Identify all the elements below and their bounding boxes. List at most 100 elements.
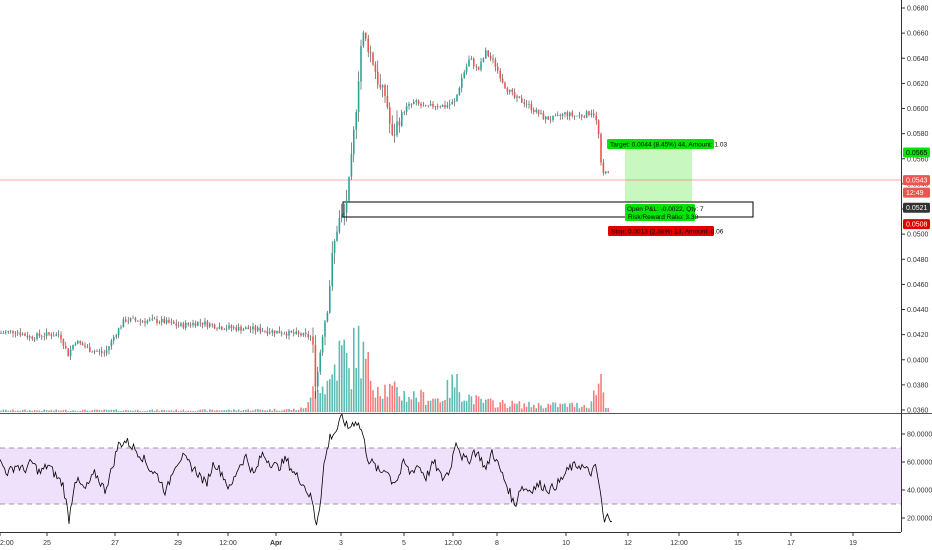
volume-bar bbox=[504, 403, 506, 412]
volume-bar bbox=[221, 410, 223, 412]
volume-bar bbox=[245, 409, 247, 412]
volume-bar bbox=[588, 408, 590, 412]
stop-label-text: Stop: 0.0013 (2.58%) 13, Amount: 0.06 bbox=[611, 229, 724, 236]
volume-bar bbox=[62, 409, 65, 412]
candle-body bbox=[437, 106, 439, 107]
volume-bar bbox=[93, 409, 96, 412]
candle-body bbox=[509, 89, 511, 92]
target-zone[interactable] bbox=[625, 149, 692, 202]
volume-bar bbox=[218, 410, 221, 412]
price-tick-label: 0.0580 bbox=[907, 131, 929, 138]
volume-bar bbox=[441, 401, 444, 412]
candle-body bbox=[501, 78, 504, 83]
volume-bar bbox=[449, 397, 451, 412]
price-tag-bg bbox=[903, 175, 930, 186]
candle-body bbox=[326, 312, 329, 322]
entry-box[interactable] bbox=[342, 201, 754, 218]
candle-body bbox=[465, 66, 468, 73]
candle-body bbox=[372, 53, 374, 65]
candle-body bbox=[499, 70, 501, 79]
candle-body bbox=[415, 100, 417, 102]
volume-bar bbox=[86, 410, 89, 412]
time-tick-label: 12:00 bbox=[444, 540, 462, 547]
volume-bar bbox=[367, 352, 369, 412]
volume-bar bbox=[233, 409, 235, 412]
volume-bar bbox=[391, 385, 393, 412]
candle-body bbox=[350, 154, 353, 177]
candle-body bbox=[74, 343, 77, 345]
volume-bar bbox=[17, 410, 19, 412]
volume-bar bbox=[101, 410, 103, 412]
volume-bar bbox=[297, 409, 300, 412]
volume-bar bbox=[427, 400, 429, 412]
volume-bar bbox=[81, 409, 84, 412]
volume-bar bbox=[77, 411, 79, 412]
ratio-label[interactable]: Risk/Reward Ratio: 3.38 bbox=[625, 212, 698, 221]
volume-bar bbox=[29, 410, 31, 412]
pnl-label[interactable]: Open P&L: -0.0022, Qty: 7 bbox=[625, 204, 704, 213]
volume-bar bbox=[110, 409, 113, 412]
volume-bar bbox=[129, 410, 132, 412]
candle-body bbox=[573, 115, 576, 117]
volume-bar bbox=[7, 410, 9, 412]
candle-body bbox=[228, 325, 230, 329]
stop-label[interactable]: Stop: 0.0013 (2.58%) 13, Amount: 0.06 bbox=[608, 226, 724, 236]
time-axis[interactable]: 2:00 25 27 29 12:00 Apr 3 5 12:00 8 10 12 12:00 15 17 1… bbox=[0, 532, 857, 547]
volume-bar bbox=[401, 400, 403, 412]
volume-bar bbox=[305, 407, 307, 412]
candle-body bbox=[221, 326, 223, 330]
candle-body bbox=[607, 171, 609, 173]
candle-body bbox=[65, 345, 67, 349]
volume-bar bbox=[593, 390, 595, 412]
candle-body bbox=[338, 218, 341, 232]
rsi-axis[interactable]: 80.0000 60.0000 40.0000 20.0000 bbox=[901, 432, 932, 523]
candle-body bbox=[549, 119, 552, 121]
candle-body bbox=[91, 351, 93, 353]
volume-bar bbox=[38, 410, 41, 412]
time-tick-label: 10 bbox=[562, 540, 570, 547]
volume-bar bbox=[72, 410, 74, 412]
volume-bar bbox=[55, 409, 57, 412]
volume-bar bbox=[9, 410, 12, 412]
volume-bar bbox=[158, 410, 161, 412]
volume-bar bbox=[206, 411, 209, 412]
candle-body bbox=[309, 336, 312, 338]
volume-bar bbox=[461, 401, 463, 412]
target-label[interactable]: Target: 0.0044 (8.45%) 44, Amount: 1.03 bbox=[607, 139, 727, 149]
candle-body bbox=[605, 171, 607, 174]
volume-bar bbox=[122, 410, 125, 412]
candle-body bbox=[96, 351, 98, 352]
candle-body bbox=[533, 110, 535, 112]
candle-body bbox=[173, 321, 175, 324]
candle-body bbox=[129, 318, 132, 321]
candle-body bbox=[566, 112, 569, 117]
candle-body bbox=[379, 84, 381, 88]
volume-bar bbox=[317, 390, 319, 412]
candle-body bbox=[168, 319, 170, 323]
price-tick-label: 0.0480 bbox=[907, 257, 929, 264]
candle-body bbox=[547, 116, 549, 120]
volume-bar bbox=[451, 374, 453, 412]
candle-body bbox=[204, 321, 206, 325]
volume-bar bbox=[595, 395, 597, 412]
candle-body bbox=[569, 112, 571, 117]
volume-bar bbox=[463, 400, 465, 412]
volume-bar bbox=[43, 409, 45, 412]
volume-bar bbox=[127, 410, 129, 412]
price-tag-bg bbox=[903, 219, 930, 230]
candle-body bbox=[595, 115, 597, 121]
volume-bar bbox=[569, 403, 571, 412]
volume-bar bbox=[302, 408, 305, 412]
volume-bar bbox=[290, 409, 293, 412]
volume-bar bbox=[353, 327, 355, 412]
candle-body bbox=[444, 105, 446, 108]
candle-body bbox=[259, 327, 261, 332]
volume-bar bbox=[197, 410, 199, 412]
rsi-tick-label: 60.0000 bbox=[907, 460, 932, 467]
candle-body bbox=[475, 66, 477, 67]
volume-bar bbox=[89, 411, 91, 412]
candle-body bbox=[384, 85, 386, 97]
candle-body bbox=[389, 107, 391, 124]
volume-bar bbox=[456, 374, 458, 412]
